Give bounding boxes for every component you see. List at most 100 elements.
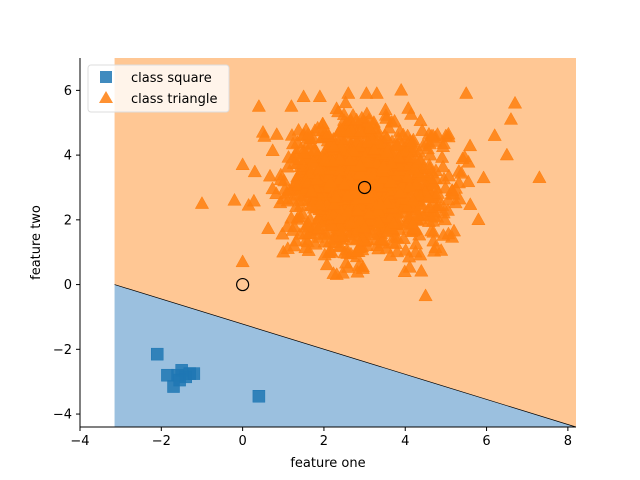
triangle-point <box>305 154 321 168</box>
triangle-point <box>380 224 395 238</box>
triangle-point <box>338 95 353 109</box>
triangle-point <box>375 232 391 245</box>
triangle-point <box>358 191 373 204</box>
triangle-point <box>298 240 313 254</box>
triangle-point <box>235 157 250 170</box>
x-tick-label: 4 <box>401 434 409 449</box>
triangle-point <box>412 144 427 158</box>
triangle-point <box>379 130 395 144</box>
triangle-point <box>312 196 327 210</box>
triangle-point <box>461 154 476 168</box>
triangle-point <box>334 229 349 243</box>
triangle-point <box>412 188 427 202</box>
triangle-point <box>422 200 437 213</box>
triangle-point <box>421 190 436 203</box>
triangle-point <box>311 221 326 234</box>
triangle-point <box>294 193 309 207</box>
triangle-point <box>317 152 333 166</box>
triangle-point <box>454 165 469 179</box>
triangle-point <box>396 231 411 244</box>
triangle-point <box>423 147 438 161</box>
triangle-point <box>287 219 302 233</box>
triangle-point <box>412 227 427 241</box>
triangle-point <box>307 143 322 156</box>
x-tick-label: 0 <box>238 434 246 449</box>
triangle-point <box>428 171 443 184</box>
triangle-point <box>352 165 368 179</box>
triangle-point <box>435 159 451 173</box>
triangle-point <box>366 142 382 156</box>
triangle-point <box>349 112 364 126</box>
y-axis-label: feature two <box>29 205 44 280</box>
triangle-point <box>326 139 341 153</box>
triangle-point <box>332 211 347 224</box>
triangle-point <box>293 209 308 223</box>
triangle-point <box>333 121 348 135</box>
triangle-point <box>275 226 290 240</box>
triangle-point <box>352 157 368 171</box>
triangle-point <box>342 153 357 166</box>
square-point <box>173 373 186 387</box>
triangle-point <box>235 254 250 268</box>
legend-triangle-icon <box>99 91 113 103</box>
triangle-point <box>265 143 280 156</box>
triangle-point <box>471 212 486 225</box>
triangle-point <box>285 136 301 150</box>
triangle-point <box>392 185 407 199</box>
triangle-point <box>402 179 417 193</box>
triangle-point <box>391 150 407 164</box>
triangle-point <box>405 192 421 206</box>
triangle-point <box>349 244 364 257</box>
triangle-point <box>451 175 467 189</box>
x-tick-label: −4 <box>70 434 89 449</box>
triangle-point <box>279 185 294 199</box>
triangle-point <box>301 126 316 140</box>
triangle-point <box>400 199 415 213</box>
triangle-point <box>346 144 361 157</box>
triangle-point <box>438 180 453 194</box>
triangle-point <box>331 104 346 118</box>
y-tick-label: 0 <box>64 278 72 293</box>
x-tick-label: 6 <box>482 434 490 449</box>
triangle-point <box>317 234 332 248</box>
triangle-point <box>441 192 456 206</box>
triangle-point <box>350 203 365 217</box>
boundary-line <box>114 284 577 428</box>
data-points <box>150 82 547 403</box>
legend-box <box>87 64 230 113</box>
triangle-point <box>360 135 375 148</box>
triangle-point <box>319 257 335 271</box>
x-tick-label: 8 <box>564 434 572 449</box>
triangle-point <box>507 95 523 109</box>
triangle-point <box>251 99 266 112</box>
triangle-point <box>376 158 391 172</box>
triangle-point <box>353 124 368 137</box>
triangle-point <box>383 248 398 261</box>
y-tick-label: 6 <box>64 84 72 99</box>
triangle-point <box>426 224 441 238</box>
triangle-point <box>499 147 514 161</box>
triangle-point <box>401 101 416 114</box>
triangle-point <box>400 170 415 183</box>
triangle-point <box>246 193 261 207</box>
triangle-point <box>383 175 398 188</box>
triangle-point <box>476 170 491 184</box>
triangle-point <box>503 111 519 125</box>
triangle-point <box>379 144 395 158</box>
triangle-point <box>418 288 433 302</box>
triangle-point <box>461 174 476 188</box>
triangle-point <box>373 196 388 210</box>
triangle-point <box>326 266 341 279</box>
triangle-point <box>487 128 502 141</box>
triangle-point <box>463 197 478 210</box>
triangle-point <box>273 167 288 181</box>
triangle-point <box>255 124 271 138</box>
y-tick-label: −4 <box>53 408 72 423</box>
triangle-point <box>194 196 210 209</box>
triangle-point <box>327 197 342 210</box>
triangle-point <box>408 244 423 258</box>
triangle-point <box>284 99 299 112</box>
triangle-point <box>349 231 365 245</box>
triangle-point <box>298 226 313 239</box>
